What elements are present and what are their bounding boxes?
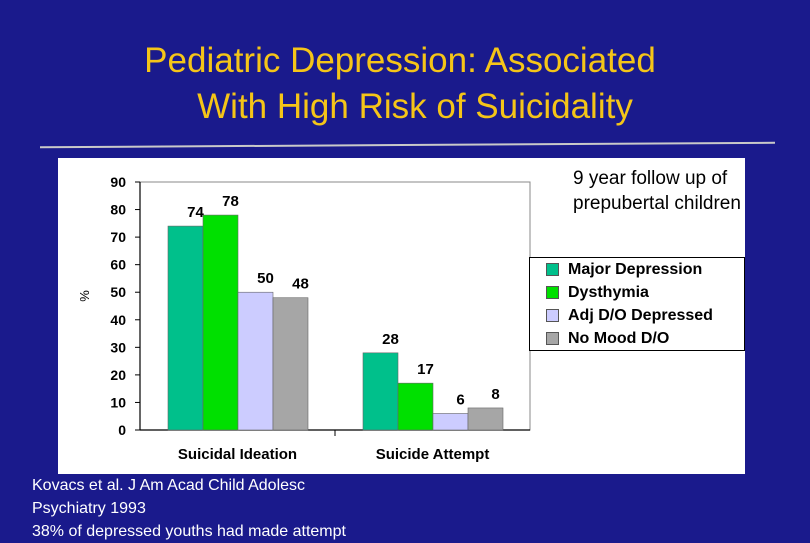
legend-swatch-dysthymia — [546, 286, 559, 299]
bar-major-depression-suicidal-ideation — [167, 225, 204, 431]
followup-note: 9 year follow up of prepubertal children — [573, 168, 741, 214]
chart-panel: 0 10 20 30 40 50 60 70 80 90% 74 78 50 48 Suicidal Ide… — [58, 158, 745, 474]
slide-title: Pediatric Depression: Associated With Hi… — [0, 38, 810, 130]
data-label-dysthymia-suicide-attempt: 17 — [417, 361, 434, 378]
data-label-adj-d-o-depressed-suicide-attempt: 6 — [456, 391, 464, 408]
bar-chart: 0 10 20 30 40 50 60 70 80 90% 74 78 50 48 Suicidal Ide… — [77, 174, 531, 463]
chart-legend: Major Depression Dysthymia Adj D/O Depre… — [529, 257, 745, 351]
y-tick-label: 30 — [110, 339, 126, 355]
data-label-major-depression-suicide-attempt: 28 — [382, 331, 399, 348]
y-tick-label: 40 — [110, 312, 126, 328]
y-tick-label: 50 — [110, 284, 126, 300]
legend-swatch-no-mood-do — [546, 332, 559, 345]
source-citation: Kovacs et al. J Am Acad Child Adolesc Ps… — [32, 474, 592, 543]
source-line2: Psychiatry 1993 — [32, 500, 146, 517]
legend-label-adj-do-depressed: Adj D/O Depressed — [568, 306, 713, 324]
data-label-major-depression-suicidal-ideation: 74 — [187, 204, 204, 221]
bar-no-mood-d-o-suicidal-ideation — [272, 297, 309, 431]
bar-adj-d-o-depressed-suicidal-ideation — [237, 291, 274, 431]
y-tick-label: 90 — [110, 174, 126, 190]
legend-label-dysthymia: Dysthymia — [568, 283, 649, 301]
data-label-dysthymia-suicidal-ideation: 78 — [222, 193, 239, 210]
title-divider — [40, 141, 775, 149]
data-label-adj-d-o-depressed-suicidal-ideation: 50 — [257, 270, 274, 287]
y-tick-label: 70 — [110, 229, 126, 245]
bar-dysthymia-suicide-attempt — [397, 382, 434, 431]
bar-no-mood-d-o-suicide-attempt — [467, 407, 504, 431]
slide-title-line2: With High Risk of Suicidality — [197, 87, 633, 126]
data-label-no-mood-d-o-suicide-attempt: 8 — [491, 386, 499, 403]
legend-label-no-mood-do: No Mood D/O — [568, 329, 670, 347]
y-tick-label: 20 — [110, 367, 126, 383]
y-tick-label: 80 — [110, 202, 126, 218]
data-label-no-mood-d-o-suicidal-ideation: 48 — [292, 276, 309, 293]
legend-label-major-depression: Major Depression — [568, 260, 703, 278]
source-line1: Kovacs et al. J Am Acad Child Adolesc — [32, 477, 306, 494]
x-category-label-suicide-attempt: Suicide Attempt — [376, 446, 490, 463]
slide-title-line1: Pediatric Depression: Associated — [144, 41, 656, 80]
legend-item-major-depression: Major Depression — [530, 258, 744, 281]
x-category-label-suicidal-ideation: Suicidal Ideation — [178, 446, 297, 463]
legend-item-no-mood-do: No Mood D/O — [530, 327, 744, 350]
y-axis-label: % — [77, 290, 92, 302]
y-tick-label: 60 — [110, 257, 126, 273]
legend-item-dysthymia: Dysthymia — [530, 281, 744, 304]
bar-dysthymia-suicidal-ideation — [202, 214, 239, 431]
y-tick-label: 10 — [110, 394, 126, 410]
y-tick-label: 0 — [118, 422, 126, 438]
legend-item-adj-do-depressed: Adj D/O Depressed — [530, 304, 744, 327]
bar-major-depression-suicide-attempt — [362, 352, 399, 431]
source-line3: 38% of depressed youths had made attempt — [32, 523, 346, 540]
legend-swatch-adj-do-depressed — [546, 309, 559, 322]
legend-swatch-major-depression — [546, 263, 559, 276]
bar-adj-d-o-depressed-suicide-attempt — [432, 413, 469, 431]
